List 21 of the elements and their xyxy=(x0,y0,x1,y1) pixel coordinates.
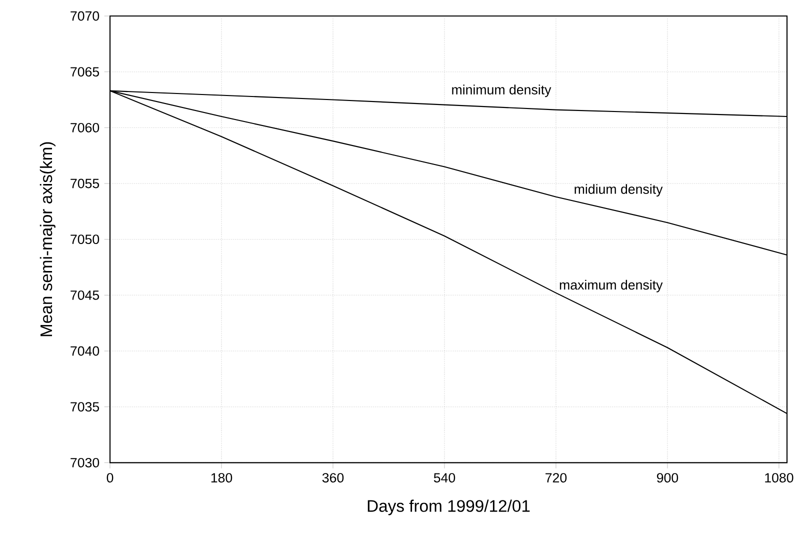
y-tick-label: 7050 xyxy=(70,234,100,244)
y-axis-title: Mean semi-major axis(km) xyxy=(40,142,56,336)
y-tick-label: 7055 xyxy=(70,178,100,188)
x-tick-label: 180 xyxy=(211,473,232,483)
y-tick-label: 7030 xyxy=(70,458,100,468)
y-tick-label: 7040 xyxy=(70,346,100,356)
y-tick-label: 7070 xyxy=(70,11,100,21)
x-tick-label: 900 xyxy=(656,473,678,483)
series-label: maximum density xyxy=(560,280,663,292)
x-tick-label: 540 xyxy=(434,473,456,483)
x-tick-label: 720 xyxy=(546,473,567,483)
x-tick-label: 360 xyxy=(322,473,344,483)
y-tick-label: 7060 xyxy=(70,122,100,132)
x-tick-label: 0 xyxy=(106,473,114,483)
y-tick-label: 7065 xyxy=(70,67,100,77)
y-tick-label: 7045 xyxy=(70,290,100,300)
series-label: minimum density xyxy=(452,84,552,98)
y-tick-label: 7035 xyxy=(70,402,100,412)
series-label: midium density xyxy=(574,184,663,197)
x-tick-label: 1080 xyxy=(765,473,794,483)
x-axis-title: Days from 1999/12/01 xyxy=(368,500,530,516)
